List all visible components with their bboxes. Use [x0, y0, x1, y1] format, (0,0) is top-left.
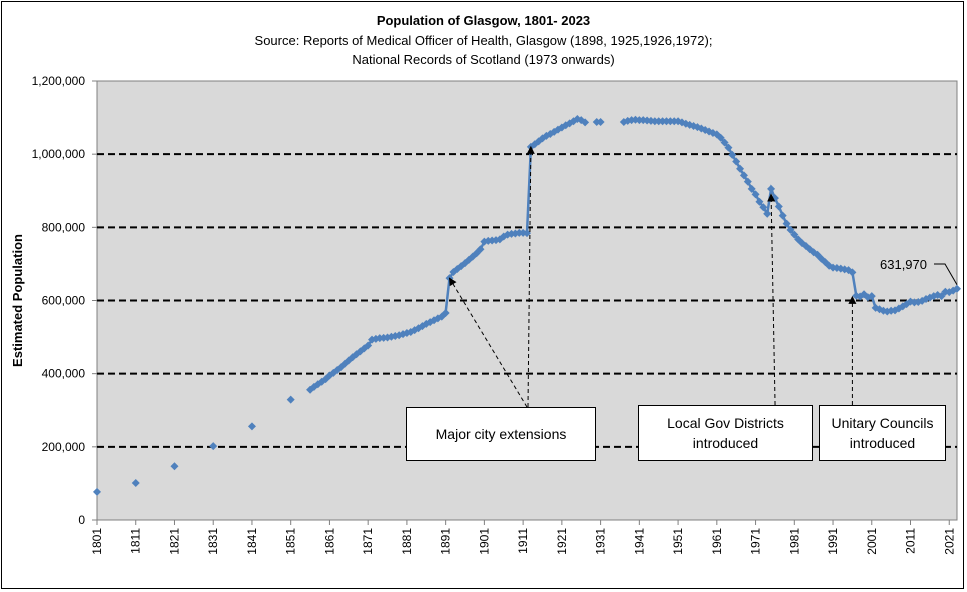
x-tick-label: 1871	[361, 528, 375, 555]
y-tick-label: 800,000	[42, 220, 86, 234]
x-tick-label: 2021	[942, 528, 956, 555]
x-tick-label: 1991	[826, 528, 840, 555]
x-tick-label: 1801	[90, 528, 104, 555]
data-point	[751, 190, 760, 199]
annotation-label: Major city extensions	[435, 426, 567, 442]
annotation-label: Local Gov Districts introduced	[667, 415, 784, 451]
x-tick-label: 1881	[400, 528, 414, 555]
data-point	[464, 255, 473, 264]
data-point	[728, 150, 737, 159]
data-point	[759, 203, 768, 212]
data-point	[170, 462, 179, 471]
annotation-arrow	[526, 145, 535, 408]
x-tick-label: 1981	[787, 528, 801, 555]
data-point	[736, 164, 745, 173]
annotation-unitary-councils: Unitary Councils introduced	[819, 405, 946, 461]
y-axis-label: Estimated Population	[10, 234, 25, 367]
callout-leader	[934, 263, 958, 286]
y-tick-label: 600,000	[42, 294, 86, 308]
x-tick-label: 1941	[632, 528, 646, 555]
x-tick-label: 1911	[516, 528, 530, 554]
chart-subtitle-line-2: National Records of Scotland (1973 onwar…	[352, 52, 615, 67]
x-tick-label: 1901	[477, 528, 491, 555]
x-tick-label: 1841	[245, 528, 259, 555]
y-tick-label: 1,000,000	[32, 147, 86, 161]
data-point	[953, 284, 961, 293]
x-tick-label: 1831	[206, 528, 220, 555]
x-tick-label: 1951	[671, 528, 685, 555]
y-tick-label: 0	[78, 513, 85, 527]
data-point	[716, 133, 725, 142]
data-point	[720, 138, 729, 147]
x-tick-label: 2011	[904, 528, 918, 554]
annotation-local-gov-districts: Local Gov Districts introduced	[638, 405, 813, 461]
x-tick-label: 1811	[129, 528, 143, 554]
chart-subtitle-line-1: Source: Reports of Medical Officer of He…	[254, 33, 713, 48]
annotation-major-city-extensions: Major city extensions	[406, 407, 596, 461]
data-point	[581, 118, 590, 127]
data-point	[790, 230, 799, 239]
callout-latest-value: 631,970	[880, 257, 927, 272]
data-point	[739, 171, 748, 180]
data-point	[724, 143, 733, 152]
x-tick-label: 1851	[284, 528, 298, 555]
data-point	[209, 442, 218, 451]
data-point	[747, 184, 756, 193]
x-tick-label: 1931	[594, 528, 608, 555]
x-tick-label: 1971	[749, 528, 763, 555]
data-point	[247, 422, 256, 431]
data-point	[441, 308, 450, 317]
data-point	[767, 184, 776, 193]
data-point	[763, 209, 772, 218]
data-point	[743, 177, 752, 186]
data-point	[476, 245, 485, 254]
x-tick-label: 1861	[322, 528, 336, 555]
data-point	[778, 211, 787, 220]
data-point	[937, 292, 946, 301]
data-point	[755, 197, 764, 206]
data-point	[553, 125, 562, 134]
x-tick-label: 1961	[710, 528, 724, 555]
data-point	[774, 202, 783, 211]
data-point	[786, 225, 795, 234]
x-tick-label: 1891	[439, 528, 453, 555]
annotation-arrow	[767, 193, 776, 406]
data-point	[813, 250, 822, 259]
data-point	[93, 487, 101, 496]
data-point	[523, 229, 531, 238]
chart-title: Population of Glasgow, 1801- 2023	[376, 13, 591, 28]
annotation-label: Unitary Councils introduced	[831, 415, 934, 451]
data-point	[286, 395, 295, 404]
y-tick-label: 400,000	[42, 367, 86, 381]
data-point	[848, 268, 857, 277]
y-tick-label: 200,000	[42, 440, 86, 454]
data-point	[131, 479, 140, 488]
data-point	[364, 341, 373, 350]
data-point	[596, 117, 605, 126]
data-point	[782, 219, 791, 228]
data-point	[867, 292, 876, 301]
x-tick-label: 1921	[555, 528, 569, 555]
data-point	[732, 157, 741, 166]
y-tick-label: 1,200,000	[32, 74, 86, 88]
x-tick-label: 2001	[865, 528, 879, 555]
x-tick-label: 1821	[167, 528, 181, 555]
